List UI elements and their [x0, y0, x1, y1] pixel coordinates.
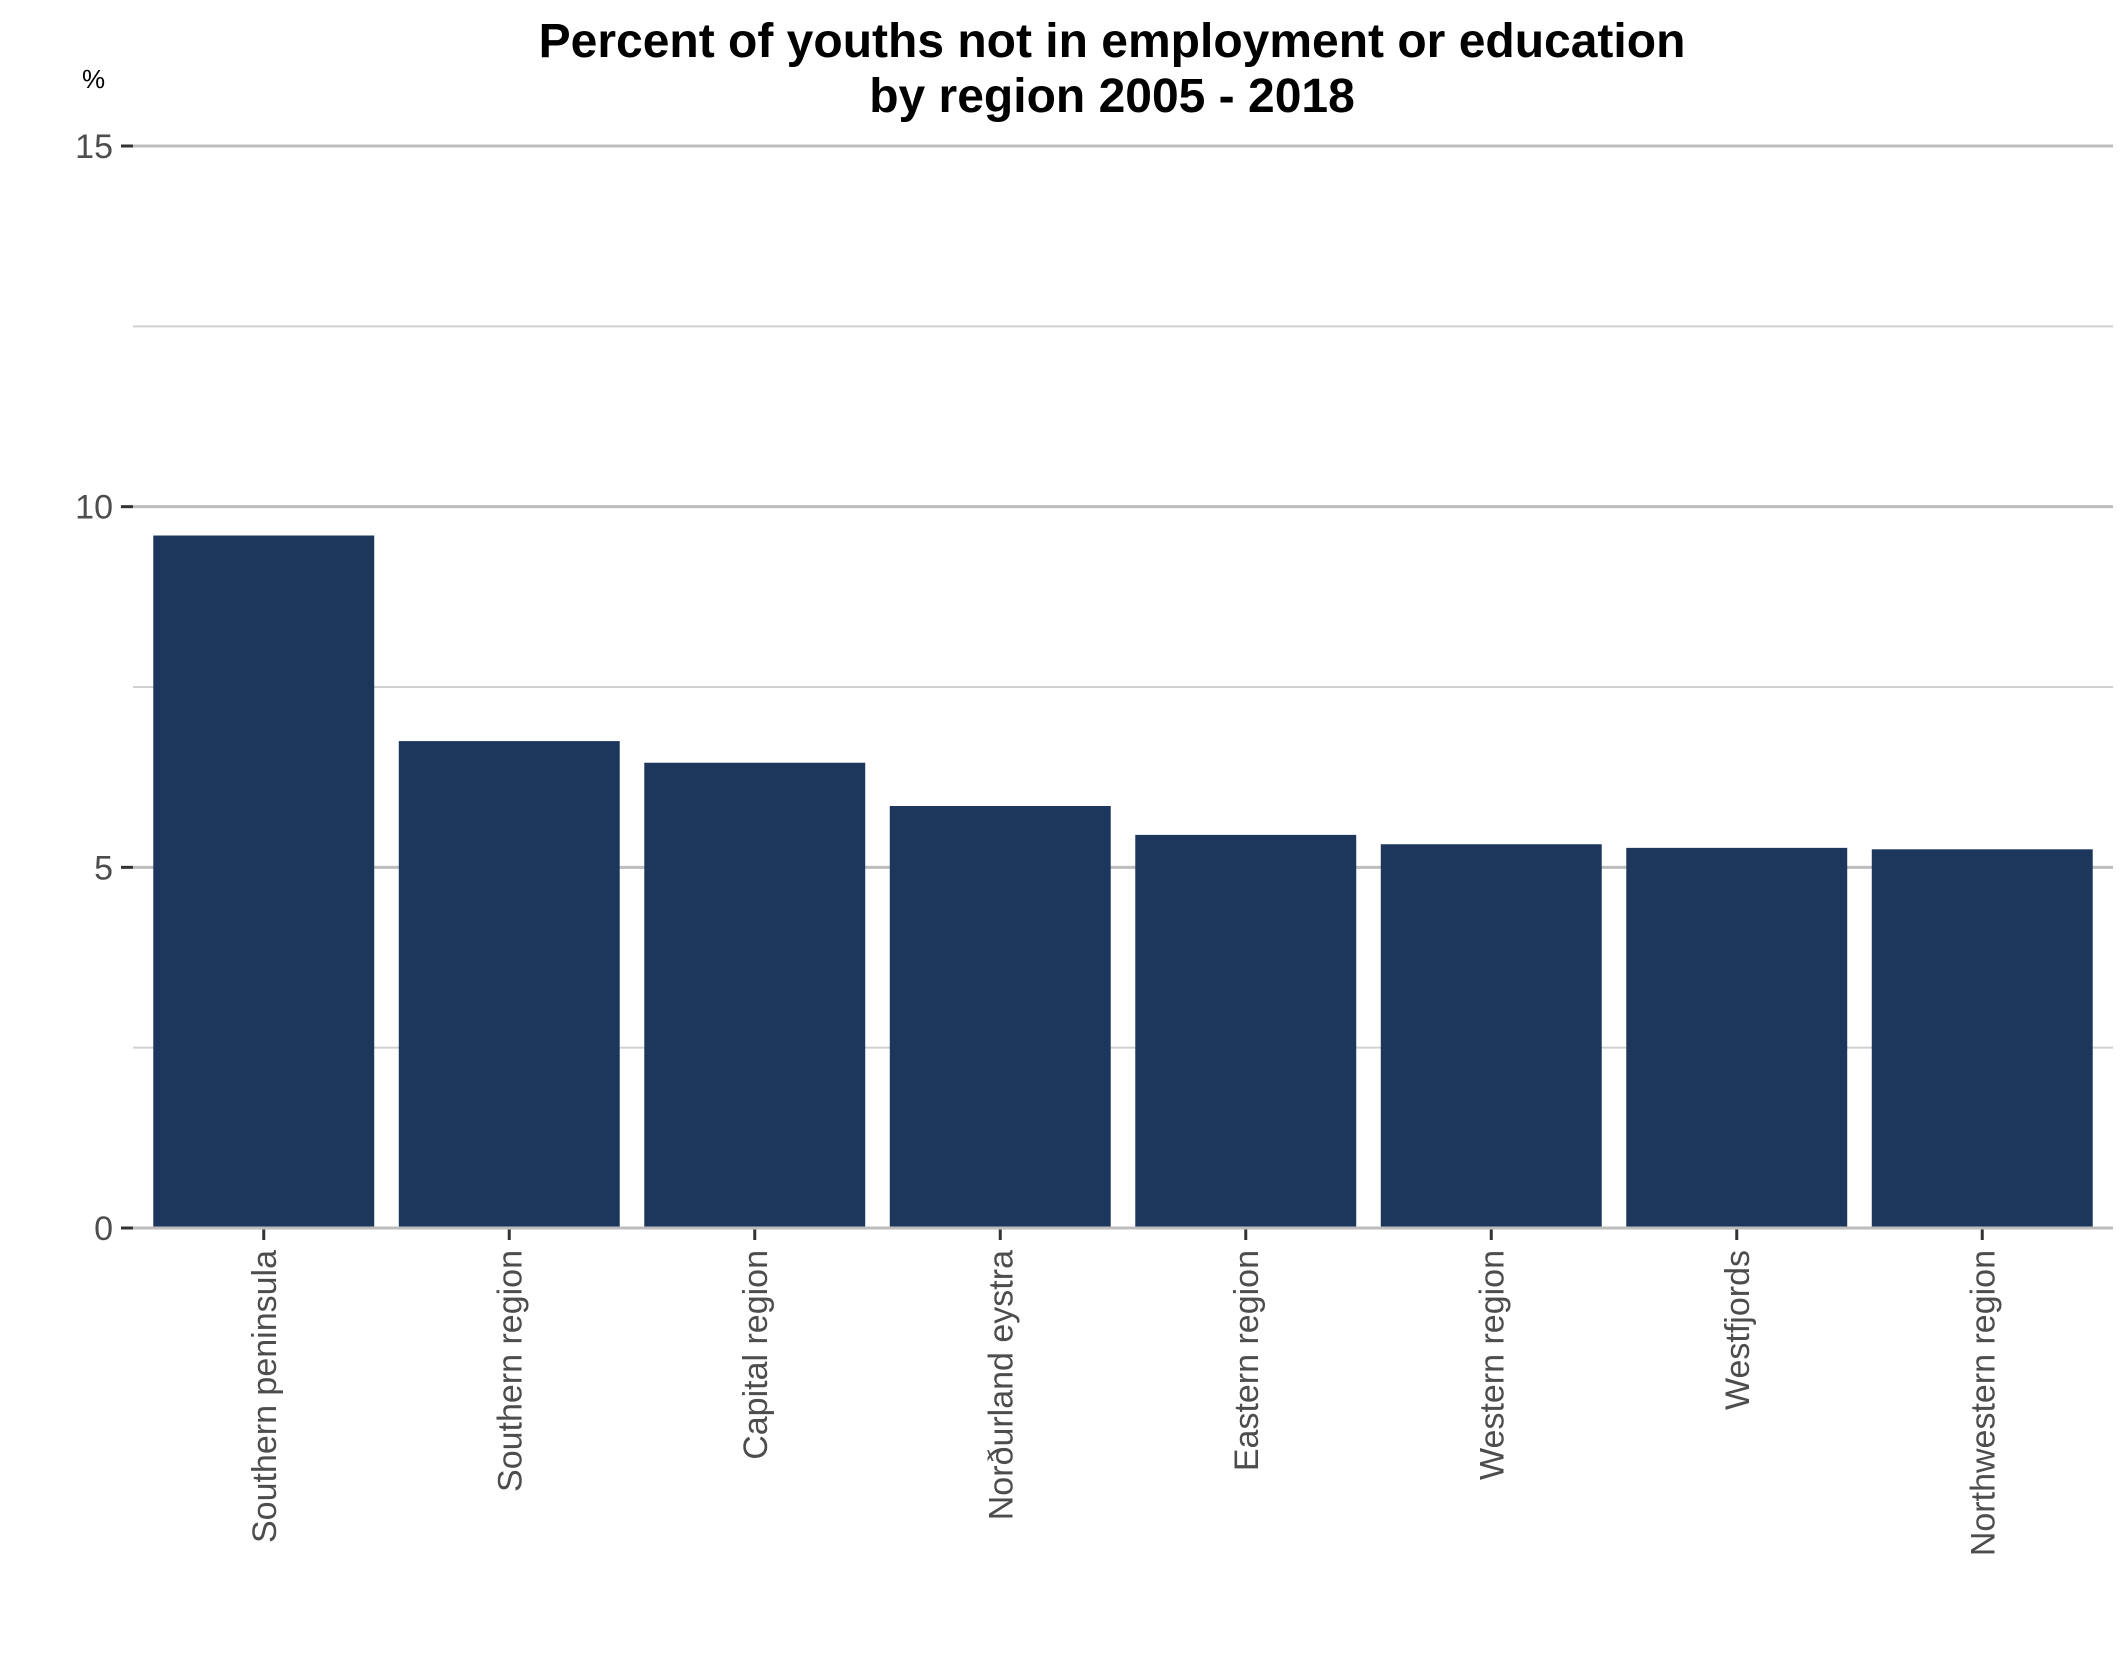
x-tick-label: Northwestern region: [1964, 1250, 2002, 1556]
y-tick-label: 10: [75, 489, 113, 527]
bar: [1135, 834, 1357, 1228]
bar: [1380, 844, 1602, 1228]
y-axis: 0 5 10 15: [75, 128, 133, 1248]
bar: [644, 762, 866, 1228]
y-tick-label: 5: [94, 849, 113, 887]
y-axis-unit-label: %: [82, 64, 105, 94]
chart-subtitle: by region 2005 - 2018: [869, 70, 1355, 123]
x-tick-label: Southern peninsula: [246, 1250, 284, 1543]
bar: [889, 806, 1111, 1228]
bar: [398, 741, 620, 1228]
bars: [153, 535, 2093, 1228]
y-tick-label: 15: [75, 128, 113, 166]
x-tick-label: Norðurland eystra: [982, 1250, 1020, 1520]
x-axis: Southern peninsula Southern region Capital…: [133, 1226, 2113, 1556]
bar: [153, 535, 375, 1228]
x-tick-label: Eastern region: [1228, 1250, 1266, 1471]
x-tick-label: Southern region: [491, 1250, 529, 1492]
bar: [1871, 849, 2093, 1228]
y-tick-label: 0: [94, 1210, 113, 1248]
x-tick-label: Capital region: [737, 1250, 775, 1460]
chart-title: Percent of youths not in employment or e…: [539, 15, 1686, 68]
x-tick-label: Western region: [1473, 1250, 1511, 1480]
x-tick-label: Westfjords: [1719, 1250, 1757, 1410]
bar: [1626, 847, 1848, 1228]
